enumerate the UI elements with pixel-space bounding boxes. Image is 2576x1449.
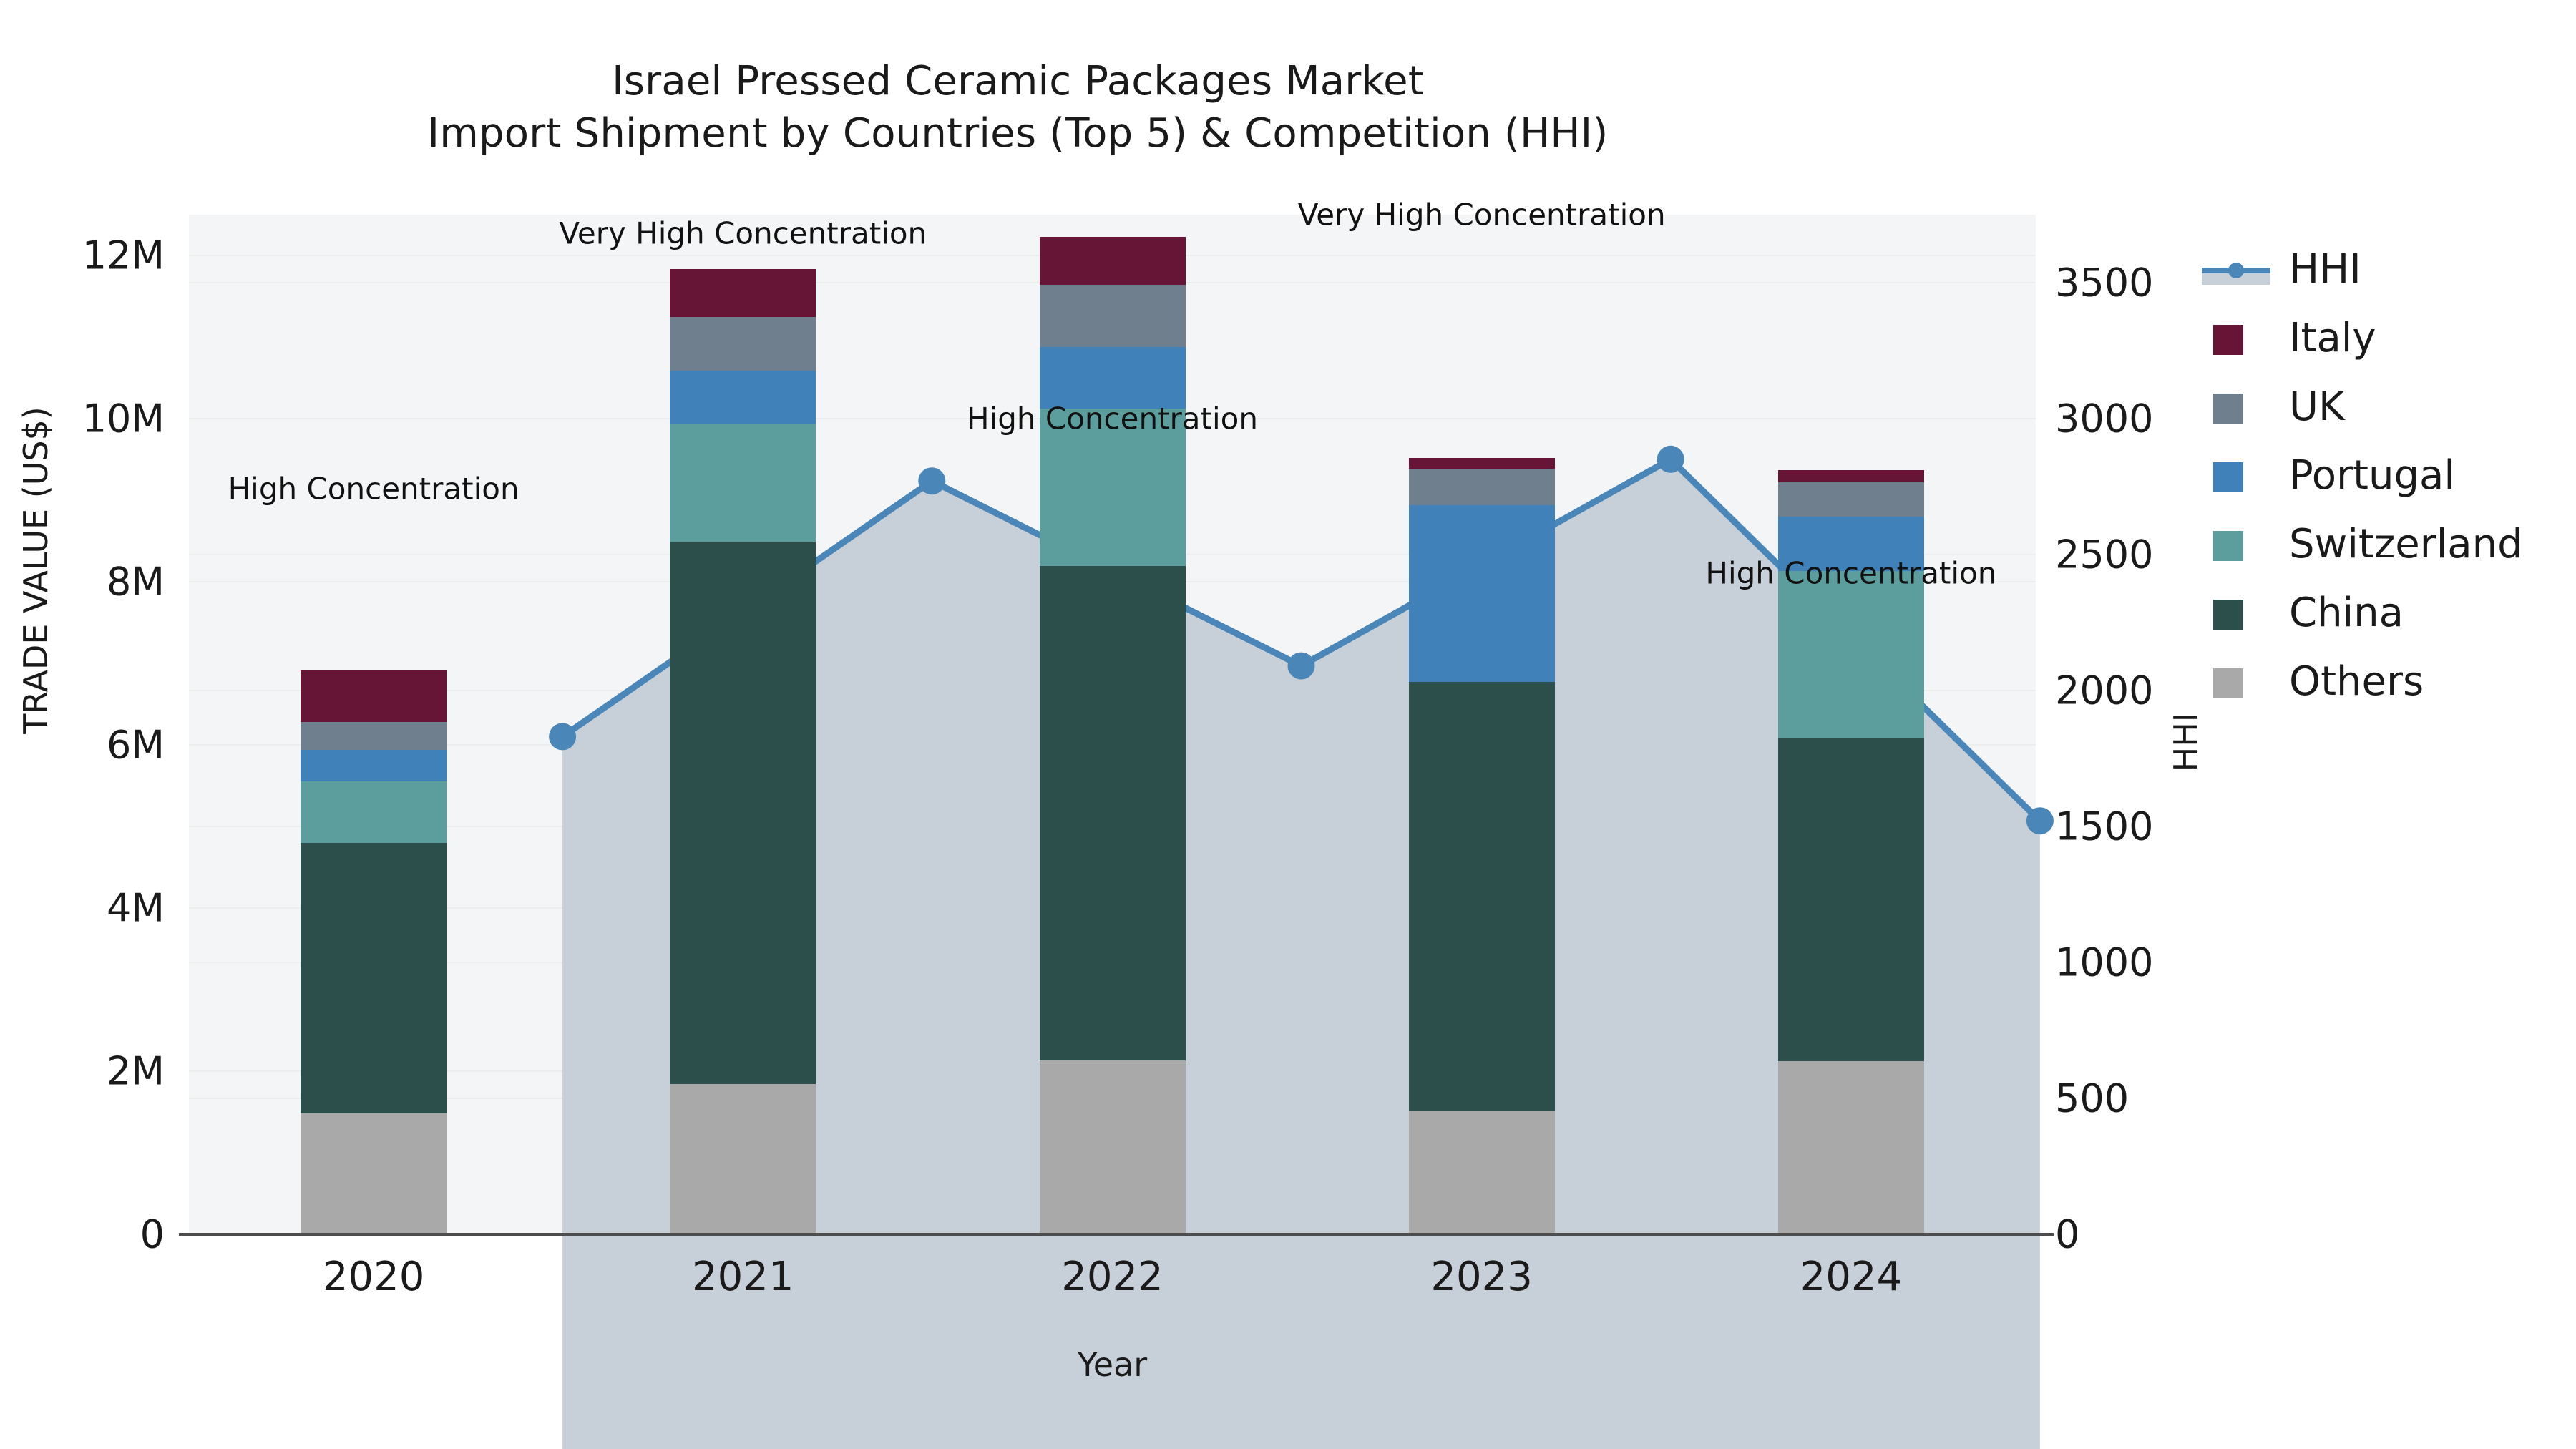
bar-segment-others[interactable] — [1039, 1060, 1186, 1234]
bar-segment-portugal[interactable] — [1408, 504, 1555, 683]
bar-segment-uk[interactable] — [1408, 468, 1555, 505]
bar-segment-uk[interactable] — [301, 722, 447, 750]
concentration-annotation: High Concentration — [967, 401, 1258, 436]
bar-segment-china[interactable] — [670, 542, 816, 1085]
concentration-annotation: Very High Concentration — [559, 215, 927, 251]
bar-stack[interactable] — [670, 269, 816, 1234]
legend: HHI Italy UK Portugal Switzerland China Others — [2200, 236, 2572, 717]
legend-item-hhi[interactable]: HHI — [2200, 236, 2572, 305]
bar-segment-portugal[interactable] — [1039, 346, 1186, 409]
legend-item-china[interactable]: China — [2200, 580, 2572, 648]
y-axis-right-tick-label: 1000 — [2055, 940, 2154, 985]
legend-item-uk[interactable]: UK — [2200, 374, 2572, 442]
x-axis-tick-label-2020: 2020 — [322, 1254, 425, 1300]
y-axis-right-tick-label: 0 — [2055, 1211, 2080, 1257]
bar-stack[interactable] — [1039, 236, 1186, 1234]
bar-segment-china[interactable] — [1408, 682, 1555, 1111]
chart-title: Israel Pressed Ceramic Packages Market I… — [0, 56, 2036, 160]
chart-title-line-2: Import Shipment by Countries (Top 5) & C… — [427, 109, 1609, 157]
bar-segment-switzerland[interactable] — [301, 781, 447, 843]
y-axis-left-tick-label: 2M — [107, 1048, 165, 1094]
x-axis-tick-label-2021: 2021 — [692, 1254, 794, 1300]
legend-item-label: Italy — [2289, 315, 2376, 361]
y-axis-left-tick-label: 12M — [82, 233, 165, 278]
legend-item-label: HHI — [2289, 246, 2361, 293]
legend-item-others[interactable]: Others — [2200, 648, 2572, 717]
legend-item-switzerland[interactable]: Switzerland — [2200, 511, 2572, 580]
bar-segment-switzerland[interactable] — [1039, 409, 1186, 567]
bar-segment-portugal[interactable] — [301, 749, 447, 782]
bar-segment-others[interactable] — [670, 1084, 816, 1234]
legend-item-label: Switzerland — [2289, 521, 2523, 567]
bar-segment-uk[interactable] — [1039, 285, 1186, 347]
concentration-annotation: Very High Concentration — [1297, 197, 1666, 233]
legend-item-portugal[interactable]: Portugal — [2200, 442, 2572, 511]
y-axis-left-tick-label: 0 — [140, 1211, 165, 1257]
y-axis-right-tick-label: 1500 — [2055, 804, 2154, 849]
chart-title-line-1: Israel Pressed Ceramic Packages Market — [612, 58, 1424, 104]
hhi-data-point[interactable] — [1657, 445, 1684, 473]
hhi-area-path — [562, 459, 2040, 1449]
hhi-data-point[interactable] — [918, 467, 946, 495]
bar-segment-italy[interactable] — [1039, 236, 1186, 286]
bar-segment-italy[interactable] — [1777, 469, 1924, 482]
y-axis-right-title: HHI — [2167, 712, 2205, 772]
x-axis-title: Year — [1077, 1345, 1148, 1384]
legend-item-label: Others — [2289, 658, 2424, 705]
bar-segment-china[interactable] — [1039, 566, 1186, 1061]
legend-item-italy[interactable]: Italy — [2200, 305, 2572, 374]
legend-color-swatch — [2213, 462, 2243, 492]
y-axis-right-tick-label: 500 — [2055, 1075, 2129, 1121]
bar-segment-italy[interactable] — [670, 269, 816, 317]
legend-item-label: Portugal — [2289, 452, 2455, 499]
bar-stack[interactable] — [1408, 457, 1555, 1234]
bar-segment-switzerland[interactable] — [1777, 571, 1924, 738]
bar-segment-portugal[interactable] — [670, 370, 816, 424]
concentration-annotation: High Concentration — [228, 471, 519, 507]
x-axis-tick-label-2022: 2022 — [1061, 1254, 1163, 1300]
bar-segment-uk[interactable] — [670, 316, 816, 371]
bar-segment-italy[interactable] — [301, 670, 447, 723]
bar-segment-others[interactable] — [1777, 1061, 1924, 1234]
y-axis-right-tick-label: 2500 — [2055, 532, 2154, 577]
hhi-data-point[interactable] — [549, 723, 577, 751]
legend-color-swatch — [2213, 600, 2243, 630]
bar-segment-others[interactable] — [1408, 1110, 1555, 1234]
hhi-data-point[interactable] — [1287, 652, 1315, 680]
legend-item-label: UK — [2289, 384, 2345, 430]
x-axis-tick-label-2024: 2024 — [1800, 1254, 1903, 1300]
hhi-area-fill — [562, 459, 2040, 1449]
y-axis-left-tick-label: 4M — [107, 885, 165, 931]
legend-color-swatch — [2213, 668, 2243, 698]
y-axis-right-tick-label: 3500 — [2055, 260, 2154, 306]
bar-segment-china[interactable] — [301, 842, 447, 1114]
y-axis-right-tick-label: 3000 — [2055, 396, 2154, 441]
legend-item-label: China — [2289, 590, 2404, 636]
plot-area: High Concentration Very High Concentratio… — [189, 197, 2054, 1449]
legend-color-swatch — [2213, 394, 2243, 424]
bar-segment-uk[interactable] — [1777, 482, 1924, 517]
x-axis-tick-label-2023: 2023 — [1430, 1254, 1533, 1300]
bar-stack[interactable] — [1777, 469, 1924, 1234]
y-axis-left-title: TRADE VALUE (US$) — [16, 406, 55, 734]
y-axis-left-tick-label: 8M — [107, 559, 165, 605]
bar-segment-others[interactable] — [301, 1113, 447, 1234]
bar-segment-portugal[interactable] — [1777, 516, 1924, 572]
y-axis-left-tick-label: 6M — [107, 722, 165, 768]
legend-line-swatch — [2200, 255, 2272, 286]
hhi-data-point[interactable] — [2026, 807, 2054, 835]
x-axis-line — [179, 1233, 2054, 1236]
bar-stack[interactable] — [301, 670, 447, 1234]
bar-segment-switzerland[interactable] — [670, 423, 816, 542]
y-axis-left-tick-label: 10M — [82, 396, 165, 441]
legend-color-swatch — [2213, 531, 2243, 561]
legend-color-swatch — [2213, 325, 2243, 355]
y-axis-right-tick-label: 2000 — [2055, 668, 2154, 713]
bar-segment-italy[interactable] — [1408, 457, 1555, 469]
concentration-annotation: High Concentration — [1705, 555, 1997, 591]
bar-segment-china[interactable] — [1777, 738, 1924, 1062]
